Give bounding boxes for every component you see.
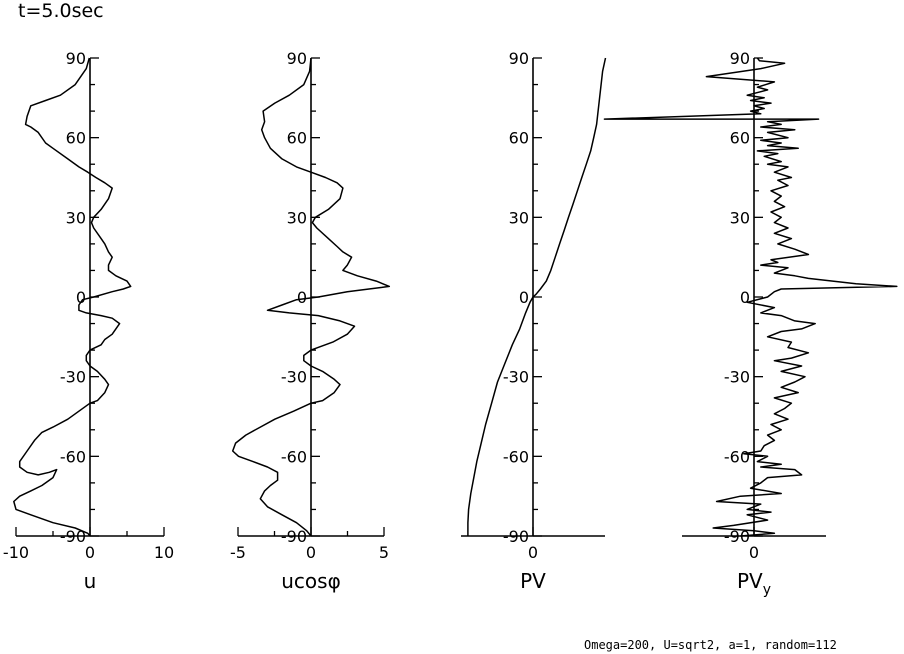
y-tick-label: 0 (740, 288, 750, 307)
parameter-note: Omega=200, U=sqrt2, a=1, random=112 (584, 638, 837, 652)
y-tick-label: -30 (503, 368, 529, 387)
y-tick-label: -90 (281, 527, 307, 546)
y-tick-label: -30 (724, 368, 750, 387)
y-tick-label: 30 (730, 208, 750, 227)
y-tick-label: 30 (509, 208, 529, 227)
y-tick-label: 30 (66, 208, 86, 227)
y-tick-label: -60 (60, 447, 86, 466)
x-tick-label: -5 (230, 543, 246, 562)
time-label: t=5.0sec (18, 0, 104, 22)
x-tick-label: 0 (528, 543, 538, 562)
x-axis-label-subscript: y (763, 582, 771, 598)
y-tick-label: 0 (76, 288, 86, 307)
y-tick-label: -60 (281, 447, 307, 466)
y-tick-label: 90 (66, 49, 86, 68)
profile-line (13, 57, 132, 537)
x-tick-label: 5 (379, 543, 389, 562)
y-tick-label: 60 (66, 129, 86, 148)
y-tick-label: -90 (503, 527, 529, 546)
profile-line (467, 57, 607, 536)
y-tick-label: -90 (724, 527, 750, 546)
y-tick-label: 60 (730, 129, 750, 148)
y-tick-label: 90 (287, 49, 307, 68)
y-tick-label: 60 (287, 129, 307, 148)
x-tick-label: 10 (154, 543, 174, 562)
x-axis-label: PV (520, 569, 546, 593)
y-tick-label: 60 (509, 129, 529, 148)
y-tick-label: -60 (503, 447, 529, 466)
profile-line (231, 57, 391, 537)
x-tick-label: 0 (85, 543, 95, 562)
y-tick-label: -60 (724, 447, 750, 466)
u-profile: -90 -60 -30 0 30 60 90 -10 0 10 u (3, 49, 174, 593)
x-axis-label: ucosφ (281, 569, 341, 593)
x-tick-label: 0 (749, 543, 759, 562)
x-tick-label: 0 (306, 543, 316, 562)
x-axis-label: u (84, 569, 97, 593)
y-tick-label: 0 (297, 288, 307, 307)
y-tick-label: -30 (60, 368, 86, 387)
pv-profile: -90 -60 -30 0 30 60 90 0 PV (461, 49, 607, 593)
ucosphi-profile: -90 -60 -30 0 30 60 90 -5 0 5 ucosφ (230, 49, 391, 593)
x-tick-label: -10 (3, 543, 29, 562)
y-tick-label: -90 (60, 527, 86, 546)
pvy-profile: -90 -60 -30 0 30 60 90 0 PVy (603, 49, 898, 598)
x-axis-label: PVy (737, 569, 771, 598)
y-tick-label: 30 (287, 208, 307, 227)
y-tick-label: 90 (730, 49, 750, 68)
y-tick-label: -30 (281, 368, 307, 387)
y-tick-label: 90 (509, 49, 529, 68)
y-tick-label: 0 (519, 288, 529, 307)
profile-line (603, 57, 898, 537)
